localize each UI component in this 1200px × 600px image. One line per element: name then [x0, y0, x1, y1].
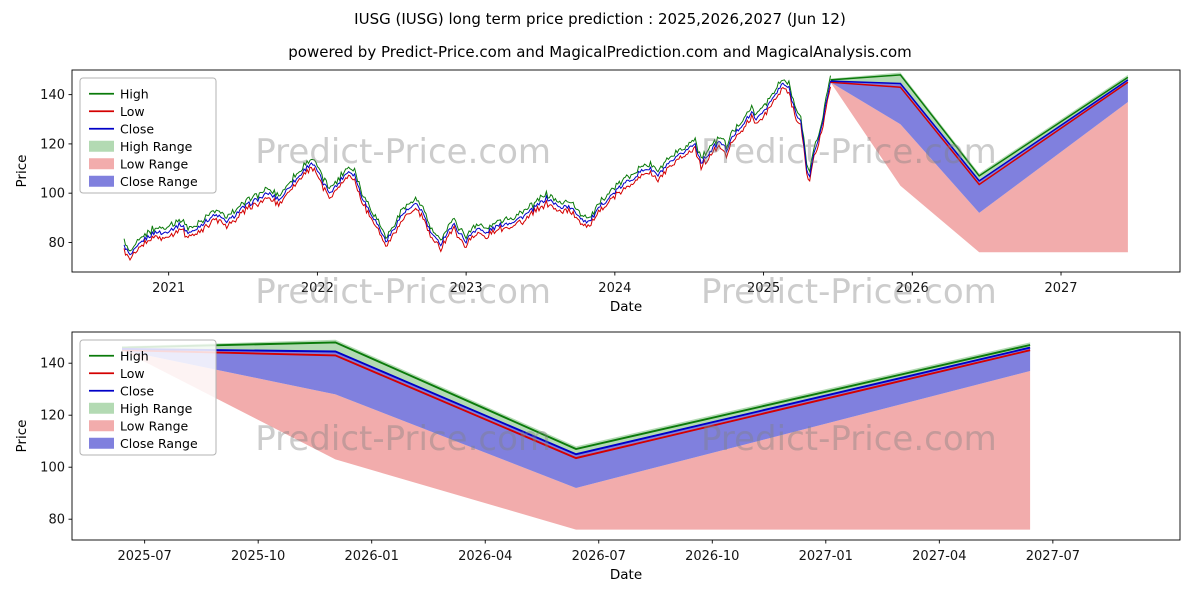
y-tick-label: 100	[40, 187, 65, 202]
legend-label-high: High	[120, 348, 149, 363]
x-tick-label: 2025-07	[117, 549, 171, 564]
legend-label-close: Close	[120, 383, 154, 398]
x-tick-label: 2027-07	[1026, 549, 1080, 564]
y-tick-label: 80	[48, 236, 65, 251]
legend: High Low Close High Range Low Range Close Ran…	[79, 339, 217, 456]
legend-label-low_range: Low Range	[120, 156, 189, 171]
low-forecast-line	[830, 81, 1129, 186]
y-tick-label: 100	[40, 461, 65, 476]
x-tick-label: 2025-10	[231, 549, 285, 564]
low-range-band	[122, 350, 1031, 530]
legend-label-close: Close	[120, 121, 154, 136]
page-title: IUSG (IUSG) long term price prediction :…	[354, 10, 846, 28]
legend-swatch-low_range	[89, 158, 114, 170]
legend-swatch-high_range	[89, 140, 114, 152]
legend-label-high: High	[120, 86, 149, 101]
legend-label-low: Low	[120, 366, 145, 381]
y-axis-label: Price	[14, 155, 30, 188]
x-tick-label: 2027	[1044, 281, 1077, 296]
legend-swatch-high_range	[89, 402, 114, 414]
x-tick-label: 2027-01	[799, 549, 853, 564]
page-subtitle: powered by Predict-Price.com and Magical…	[288, 43, 912, 61]
legend-label-high_range: High Range	[120, 139, 193, 154]
legend-label-close_range: Close Range	[120, 174, 198, 189]
high-forecast-line	[121, 341, 1031, 450]
y-tick-label: 140	[40, 357, 65, 372]
x-tick-label: 2026-04	[458, 549, 512, 564]
low-line	[123, 86, 831, 261]
x-tick-label: 2023	[450, 281, 483, 296]
y-axis-label: Price	[14, 420, 30, 453]
x-axis-label: Date	[610, 567, 642, 583]
high-forecast-line	[830, 74, 1129, 177]
legend-swatch-low_range	[89, 420, 114, 432]
history-chart: 2021 2022 2023 2024 2025 2026 2027 80 100 120 140 D…	[14, 69, 1181, 315]
x-tick-label: 2021	[152, 281, 185, 296]
x-tick-label: 2025	[747, 281, 780, 296]
legend-label-low: Low	[120, 104, 145, 119]
x-tick-label: 2026-10	[685, 549, 739, 564]
legend-swatch-close_range	[89, 437, 114, 449]
x-tick-label: 2026	[896, 281, 929, 296]
y-tick-label: 120	[40, 409, 65, 424]
x-tick-label: 2027-04	[912, 549, 966, 564]
close-range-band	[830, 79, 1128, 213]
close-forecast-line	[830, 79, 1129, 182]
legend: High Low Close High Range Low Range Close Ran…	[79, 77, 217, 194]
plot-area	[123, 72, 1129, 261]
legend-swatch-close_range	[89, 175, 114, 187]
close-range-band	[122, 347, 1031, 488]
x-tick-label: 2024	[598, 281, 631, 296]
y-tick-label: 140	[40, 88, 65, 103]
low-forecast-line	[121, 349, 1031, 460]
x-tick-label: 2022	[301, 281, 334, 296]
high-line	[123, 75, 831, 252]
plot-area	[121, 339, 1031, 530]
legend-label-high_range: High Range	[120, 401, 193, 416]
x-axis-label: Date	[610, 299, 642, 315]
legend-label-close_range: Close Range	[120, 436, 198, 451]
x-tick-label: 2026-01	[345, 549, 399, 564]
y-tick-label: 80	[48, 513, 65, 528]
x-tick-label: 2026-07	[572, 549, 626, 564]
close-forecast-line	[121, 346, 1031, 456]
forecast-chart: 2025-07 2025-10 2026-01 2026-04 2026-07 2026-…	[14, 331, 1181, 583]
close-line	[123, 81, 831, 256]
y-tick-label: 120	[40, 137, 65, 152]
legend-label-low_range: Low Range	[120, 418, 189, 433]
low-range-band	[830, 82, 1128, 253]
